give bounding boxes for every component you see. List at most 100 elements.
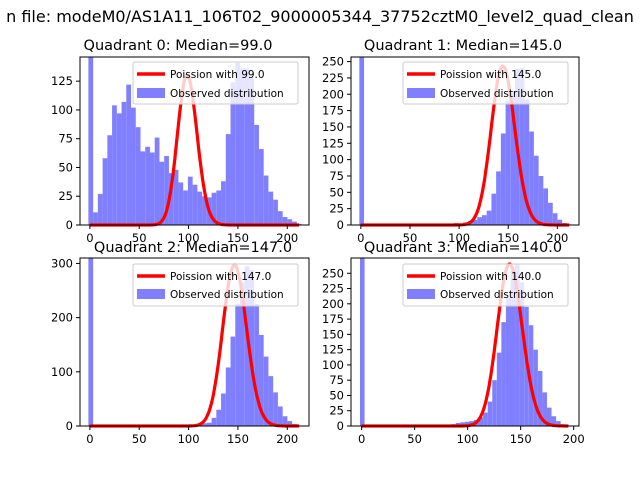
histogram-bar bbox=[496, 352, 502, 426]
legend-frame bbox=[132, 61, 299, 105]
x-tick-label: 50 bbox=[403, 231, 418, 245]
axes-frame bbox=[350, 257, 580, 427]
histogram-bar bbox=[478, 417, 484, 426]
histogram-bar bbox=[254, 304, 259, 426]
histogram-bar bbox=[519, 282, 525, 426]
legend-hist-label: Observed distribution bbox=[440, 289, 554, 301]
y-tick-label: 150 bbox=[322, 120, 344, 134]
histogram-bar bbox=[501, 322, 506, 426]
quadrant-1-panel: Quadrant 1: Median=145.0 0 50 100 150 200 0 25… bbox=[322, 38, 580, 245]
x-tick-label: 100 bbox=[448, 231, 470, 245]
histogram-bar bbox=[211, 192, 217, 225]
y-tick-label: 100 bbox=[322, 358, 344, 372]
histogram-bar bbox=[221, 393, 226, 426]
histogram-bar bbox=[258, 149, 264, 225]
x-tick-label: 200 bbox=[563, 432, 585, 446]
x-tick-label: 100 bbox=[178, 231, 200, 245]
histogram-bar bbox=[126, 84, 132, 225]
histogram-bar bbox=[542, 392, 547, 426]
x-tick-label: 200 bbox=[276, 432, 298, 446]
histogram-bar bbox=[206, 422, 212, 426]
histogram-bar bbox=[510, 270, 516, 426]
histogram-bar bbox=[460, 422, 465, 426]
legend-poisson-label: Poission with 99.0 bbox=[170, 69, 265, 81]
histogram-bar bbox=[556, 421, 561, 426]
histogram-bar bbox=[240, 282, 245, 426]
histogram-bar bbox=[187, 176, 193, 225]
y-tick-label: 75 bbox=[58, 132, 73, 146]
histogram-bar bbox=[140, 151, 146, 225]
histogram-bar bbox=[154, 137, 160, 225]
y-tick-label: 75 bbox=[329, 169, 344, 183]
y-tick-label: 0 bbox=[337, 218, 344, 232]
quadrant-3-panel: Quadrant 3: Median=140.0 0 50 100 150 200025… bbox=[322, 240, 585, 446]
histogram-bar bbox=[282, 416, 288, 426]
x-tick-label: 50 bbox=[407, 432, 422, 446]
histogram-bar bbox=[296, 223, 302, 225]
y-tick-label: 125 bbox=[51, 74, 73, 88]
histogram-bar bbox=[546, 407, 552, 426]
histogram-bar bbox=[131, 107, 136, 225]
histogram-bar bbox=[548, 202, 553, 225]
histogram-bar bbox=[287, 219, 293, 225]
legend-hist-label: Observed distribution bbox=[170, 88, 284, 100]
histogram-bar bbox=[216, 190, 222, 225]
y-tick-label: 150 bbox=[322, 327, 344, 341]
y-tick-label: 50 bbox=[58, 160, 73, 174]
histogram-bar bbox=[282, 216, 288, 225]
histogram-bar bbox=[482, 215, 487, 225]
legend-hist-label: Observed distribution bbox=[170, 289, 284, 301]
axes-frame bbox=[79, 56, 310, 226]
quadrant-3-legend: Poission with 140.0 Observed distributio… bbox=[402, 263, 569, 307]
y-tick-label: 175 bbox=[322, 104, 344, 118]
quadrant-1-plot: 0 50 100 150 200 0 25 50 75 100 125 150 175 200 225 250 bbox=[322, 55, 580, 245]
histogram-bar bbox=[135, 127, 141, 225]
histogram-bar bbox=[88, 258, 94, 426]
legend-poisson-label: Poission with 140.0 bbox=[440, 271, 541, 283]
y-tick-label: 125 bbox=[322, 343, 344, 357]
histogram-bar bbox=[263, 175, 269, 225]
histogram-bar bbox=[168, 173, 174, 225]
histogram-bar bbox=[149, 152, 155, 225]
histogram-bar bbox=[197, 191, 203, 225]
x-tick-label: 0 bbox=[358, 432, 365, 446]
histogram-bar bbox=[97, 193, 103, 225]
histogram-bar bbox=[192, 184, 198, 225]
x-tick-label: 150 bbox=[510, 432, 532, 446]
histogram-bar bbox=[216, 409, 222, 426]
x-tick-label: 200 bbox=[546, 231, 568, 245]
histogram-bar bbox=[510, 90, 516, 225]
histogram-bar bbox=[292, 221, 297, 225]
y-tick-label: 25 bbox=[329, 202, 344, 216]
x-tick-label: 200 bbox=[276, 231, 298, 245]
histogram-bar bbox=[263, 356, 269, 426]
histogram-bar bbox=[225, 367, 231, 426]
histogram-bar bbox=[244, 68, 250, 225]
x-tick-label: 150 bbox=[227, 432, 249, 446]
histogram-bar bbox=[235, 304, 241, 426]
y-tick-label: 200 bbox=[51, 311, 73, 325]
histogram-bar bbox=[477, 217, 483, 225]
x-tick-label: 0 bbox=[357, 231, 364, 245]
y-tick-label: 0 bbox=[66, 419, 73, 433]
histogram-bar bbox=[552, 213, 558, 225]
x-tick-label: 150 bbox=[227, 231, 249, 245]
histogram-bar bbox=[268, 376, 274, 426]
quadrant-1-legend: Poission with 145.0 Observed distributio… bbox=[402, 61, 569, 105]
y-tick-label: 50 bbox=[329, 388, 344, 402]
histogram-bar bbox=[277, 406, 283, 426]
legend-hist-label: Observed distribution bbox=[440, 88, 554, 100]
legend-poisson-label: Poission with 147.0 bbox=[170, 271, 271, 283]
histogram-bar bbox=[483, 412, 488, 426]
histogram-bar bbox=[500, 133, 506, 225]
x-tick-label: 0 bbox=[86, 231, 93, 245]
histogram-bar bbox=[487, 401, 493, 426]
histogram-bar bbox=[244, 266, 250, 426]
histogram-bar bbox=[164, 155, 169, 225]
histogram-bar bbox=[505, 100, 511, 225]
histogram-bar bbox=[287, 421, 293, 426]
histogram-bar bbox=[211, 417, 217, 426]
histogram-bar bbox=[230, 82, 236, 226]
histogram-bar bbox=[273, 199, 278, 225]
